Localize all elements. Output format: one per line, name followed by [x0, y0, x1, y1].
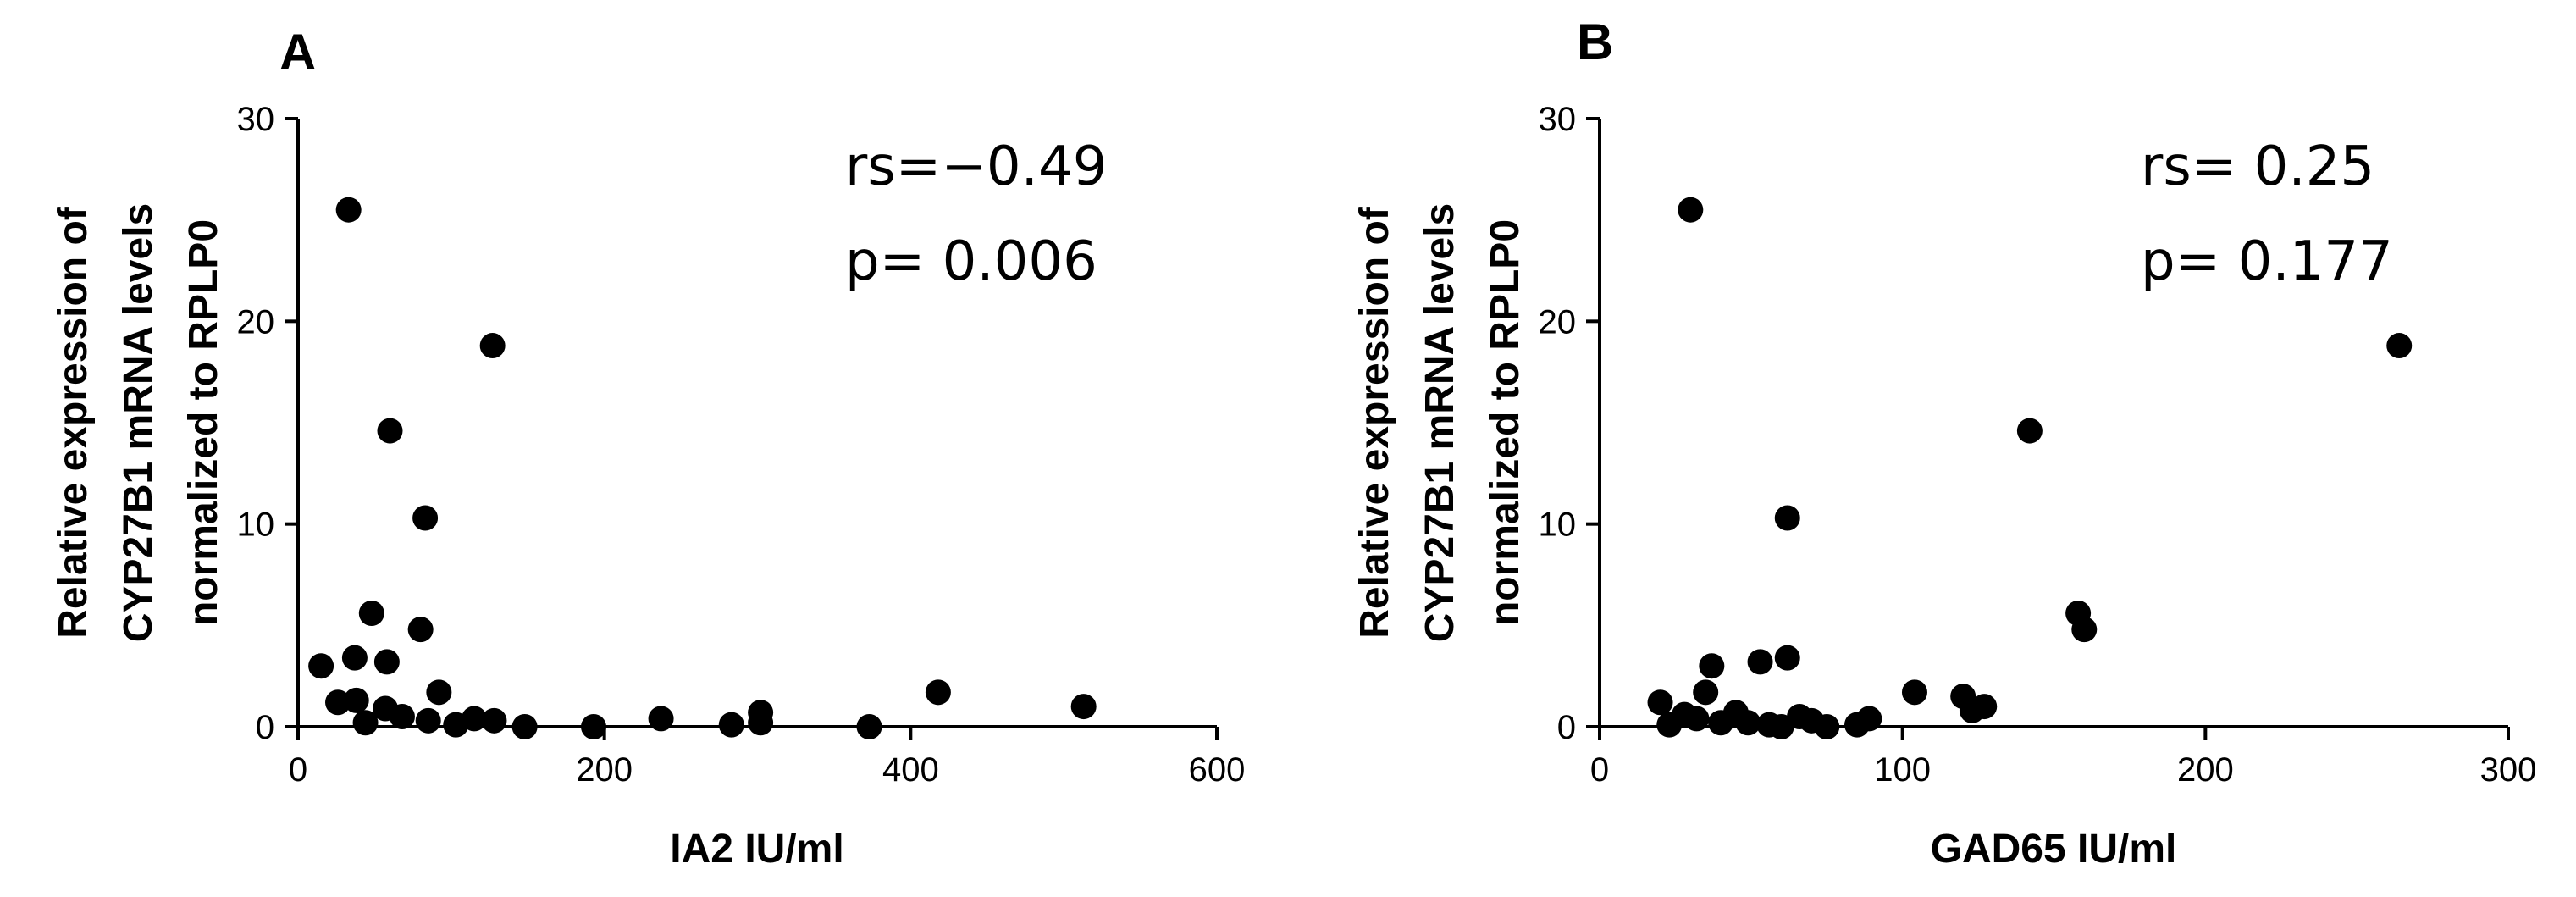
data-point: [481, 707, 507, 734]
data-point: [2071, 617, 2098, 643]
data-point: [325, 689, 351, 716]
data-point: [373, 649, 400, 675]
x-tick-label: 0: [289, 751, 307, 789]
data-point: [1735, 710, 1761, 736]
y-axis-title-line: CYP27B1 mRNA levels: [1418, 203, 1462, 642]
y-axis-title-line: normalized to RPLP0: [1483, 219, 1528, 626]
data-point: [1693, 679, 1719, 706]
x-tick-label: 400: [882, 751, 939, 789]
y-tick-label: 20: [1539, 303, 1577, 341]
data-point: [1768, 714, 1794, 739]
x-tick-label: 100: [1874, 751, 1931, 789]
data-point: [479, 333, 506, 359]
data-point: [415, 707, 441, 734]
y-tick-label: 30: [1539, 101, 1577, 138]
data-point: [341, 645, 368, 671]
data-point: [407, 617, 434, 643]
data-point: [1708, 710, 1734, 736]
data-point: [1814, 714, 1840, 739]
x-tick-label: 200: [2177, 751, 2234, 789]
y-tick-label: 20: [237, 303, 275, 341]
data-point: [648, 706, 674, 732]
spearman-rs-annotation: rs=−0.49: [845, 136, 1107, 198]
data-point: [1959, 697, 1985, 723]
data-point: [1774, 645, 1800, 671]
y-tick-label: 30: [237, 101, 275, 138]
data-point: [718, 712, 744, 738]
x-axis-title: IA2 IU/ml: [670, 827, 843, 872]
y-tick-label: 10: [237, 507, 275, 544]
p-value-annotation: p= 0.177: [2141, 230, 2393, 293]
data-point: [1747, 649, 1773, 675]
data-point: [511, 714, 538, 739]
data-point: [856, 714, 882, 739]
panel-label: B: [1577, 14, 1613, 70]
p-value-annotation: p= 0.006: [845, 230, 1097, 293]
data-point: [308, 653, 334, 679]
data-point: [335, 197, 362, 223]
data-point: [426, 679, 452, 706]
x-tick-label: 300: [2480, 751, 2537, 789]
data-point: [1901, 679, 1927, 706]
panel-a: A 0 10 20 30 0 200 400 600 IA2 IU/ml Relative expr…: [51, 24, 1245, 872]
data-point: [1683, 706, 1710, 732]
data-point: [461, 706, 487, 732]
data-point: [1678, 197, 1704, 223]
data-point: [925, 679, 951, 706]
x-tick-label: 600: [1189, 751, 1246, 789]
data-point: [352, 710, 379, 736]
data-point: [343, 687, 369, 713]
data-point: [581, 714, 607, 739]
x-tick-label: 0: [1590, 751, 1609, 789]
y-axis-title-line: Relative expression of: [51, 206, 96, 639]
x-tick-label: 200: [576, 751, 633, 789]
data-point: [2016, 418, 2043, 444]
y-axis-title-line: normalized to RPLP0: [181, 219, 226, 626]
y-tick-label: 0: [1557, 709, 1576, 746]
y-axis-title-line: Relative expression of: [1352, 206, 1397, 639]
spearman-rs-annotation: rs= 0.25: [2141, 136, 2374, 198]
data-point: [1844, 712, 1871, 738]
y-tick-label: 10: [1539, 507, 1577, 544]
y-axis-title-line: CYP27B1 mRNA levels: [116, 203, 161, 642]
data-point: [1070, 694, 1097, 720]
y-tick-label: 0: [256, 709, 274, 746]
data-point: [412, 505, 439, 531]
data-point: [1656, 712, 1683, 738]
data-point: [389, 704, 415, 730]
data-point: [748, 710, 774, 736]
data-point: [2386, 333, 2413, 359]
x-axis-title: GAD65 IU/ml: [1931, 827, 2177, 872]
panel-label: A: [279, 24, 316, 80]
data-point: [358, 600, 384, 626]
data-point: [1774, 505, 1800, 531]
data-point: [377, 418, 403, 444]
data-point: [1699, 653, 1725, 679]
data-point: [1647, 689, 1673, 716]
